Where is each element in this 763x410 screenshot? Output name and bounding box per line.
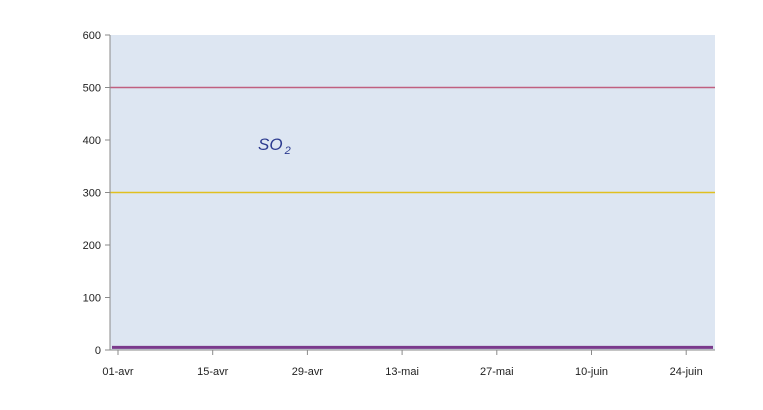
so2-annotation-subscript: 2 — [284, 145, 291, 157]
x-tick-label-2: 29-avr — [292, 366, 324, 378]
x-tick-label-6: 24-juin — [670, 366, 703, 378]
x-tick-label-4: 27-mai — [480, 366, 514, 378]
x-tick-label-3: 13-mai — [385, 366, 419, 378]
reference-lines — [110, 86, 715, 194]
y-tick-label-100: 100 — [83, 293, 101, 305]
y-tick-label-600: 600 — [83, 30, 101, 42]
so2-annotation: SO 2 — [258, 135, 291, 157]
x-tick-label-0: 01-avr — [102, 366, 134, 378]
x-tick-label-5: 10-juin — [575, 366, 608, 378]
x-tick-label-1: 15-avr — [197, 366, 229, 378]
y-tick-label-0: 0 — [95, 345, 101, 357]
y-axis-ticks: 0 100 200 300 400 500 600 — [83, 30, 110, 357]
y-tick-label-300: 300 — [83, 188, 101, 200]
x-axis-ticks: 01-avr 15-avr 29-avr 13-mai 27-mai 10-juin 24-… — [102, 350, 703, 378]
so2-annotation-text: SO — [258, 135, 283, 154]
y-tick-label-400: 400 — [83, 135, 101, 147]
y-tick-label-200: 200 — [83, 240, 101, 252]
y-tick-label-500: 500 — [83, 83, 101, 95]
